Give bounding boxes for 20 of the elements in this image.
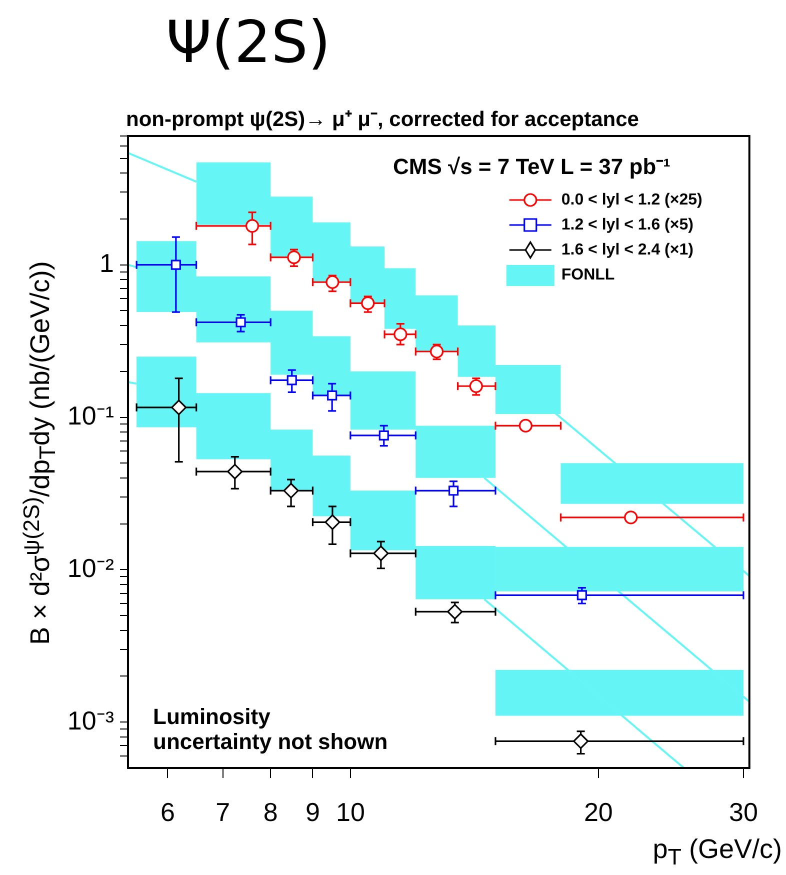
y-tick-label: 10⁻¹ [67, 400, 114, 430]
x-tick-label: 8 [263, 796, 278, 827]
x-tick-label: 30 [728, 796, 758, 827]
x-tick-label: 6 [160, 796, 175, 827]
x-tick-label: 9 [306, 796, 320, 827]
legend-label: 1.2 < lyl < 1.6 (×5) [561, 216, 694, 234]
x-tick-label: 7 [216, 796, 230, 827]
annotation: CMS √s = 7 TeV L = 37 pb⁻¹ [393, 154, 670, 179]
y-tick-label: 1 [100, 248, 114, 278]
chart-subtitle: non-prompt ψ(2S)→ μ⁺ μ⁻, corrected for acceptance [126, 107, 639, 132]
annotation: Luminosity uncertainty not shown [153, 704, 388, 754]
y-tick-label: 10⁻³ [67, 705, 114, 736]
legend-label: FONLL [561, 266, 615, 284]
x-axis-title: p$_{T}$ (GeV/c) [652, 834, 782, 870]
x-tick-label: 10 [336, 796, 365, 827]
y-tick-label: 10⁻² [67, 552, 114, 583]
legend-label: 1.6 < lyl < 2.4 (×1) [561, 241, 694, 258]
legend-label: 0.0 < lyl < 1.2 (×25) [561, 191, 702, 208]
x-tick-label: 20 [584, 796, 613, 827]
chart-title: Ψ(2S) [166, 8, 331, 76]
